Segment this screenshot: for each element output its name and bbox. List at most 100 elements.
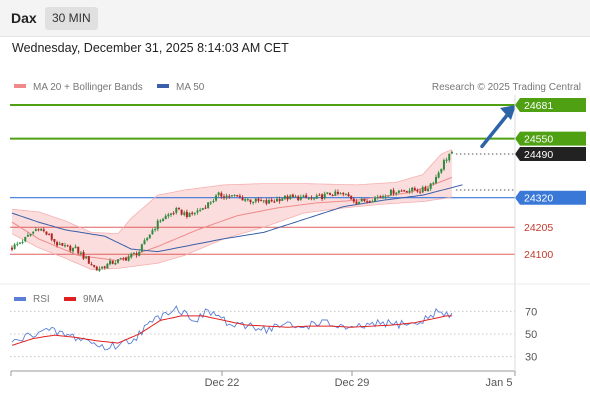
candle-body: [371, 201, 374, 203]
legend-label: MA 50: [176, 82, 205, 93]
candle-body: [294, 196, 297, 198]
candle-body: [326, 192, 329, 194]
candle-body: [188, 212, 191, 217]
candle-body: [122, 258, 125, 260]
candle-body: [18, 242, 21, 244]
candle-body: [448, 153, 451, 161]
candle-body: [368, 200, 371, 203]
target-arrow-head: [500, 105, 516, 121]
rsi-tick-label: 50: [525, 329, 537, 341]
candle-body: [127, 256, 130, 261]
candle-body: [98, 268, 101, 271]
ma50-line: [11, 184, 463, 253]
candle-body: [257, 198, 260, 201]
candle-body: [185, 211, 188, 218]
candle-body: [106, 263, 109, 269]
candle-body: [130, 253, 133, 258]
candle-body: [246, 199, 249, 201]
candle-body: [50, 233, 53, 240]
candle-body: [64, 245, 66, 247]
candle-body: [241, 197, 244, 201]
candle-body: [69, 245, 72, 251]
level-label: 24320: [524, 193, 553, 205]
level-label: 24490: [524, 149, 553, 161]
candle-body: [151, 230, 154, 235]
candle-body: [315, 195, 318, 199]
candle-body: [276, 198, 278, 202]
candle-body: [82, 252, 85, 259]
candle-body: [323, 193, 326, 199]
candle-body: [379, 196, 382, 198]
candle-body: [374, 197, 377, 202]
candle-body: [281, 198, 284, 201]
candle-body: [154, 228, 157, 230]
candle-body: [424, 187, 427, 191]
candle-body: [74, 246, 77, 249]
candle-body: [416, 190, 419, 192]
rsi-legend-swatch: [14, 297, 26, 301]
candle-body: [114, 262, 117, 265]
candle-body: [223, 196, 225, 198]
candle-body: [254, 198, 257, 202]
rsi-tick-label: 30: [525, 352, 537, 364]
candle-body: [400, 190, 403, 192]
x-tick-label: Dec 22: [205, 377, 240, 389]
candle-body: [350, 195, 353, 200]
candle-body: [77, 246, 80, 254]
candle-body: [61, 243, 64, 246]
candle-body: [355, 201, 358, 204]
candle-body: [278, 199, 281, 202]
candle-body: [445, 159, 448, 161]
candle-body: [432, 182, 435, 184]
level-label: 24550: [524, 134, 553, 146]
candle-body: [13, 244, 16, 249]
candle-body: [283, 195, 286, 199]
candle-body: [318, 194, 321, 196]
candle-body: [376, 197, 379, 199]
candle-body: [48, 234, 51, 236]
candle-body: [124, 257, 127, 261]
candle-body: [268, 200, 271, 204]
candle-body: [40, 228, 43, 231]
candle-body: [156, 220, 159, 230]
candle-body: [297, 196, 300, 201]
candle-body: [299, 196, 302, 200]
candle-body: [167, 214, 170, 217]
candle-body: [16, 243, 19, 245]
credit-label: Research © 2025 Trading Central: [432, 82, 581, 93]
candle-body: [395, 192, 398, 194]
candle-body: [215, 195, 218, 201]
candle-body: [56, 242, 59, 246]
candle-body: [427, 188, 430, 192]
level-label: 24205: [524, 222, 553, 234]
timeframe-badge[interactable]: 30 MIN: [45, 7, 98, 30]
candle-body: [164, 215, 167, 220]
candle-body: [217, 192, 220, 196]
x-tick-label: Jan 5: [486, 377, 513, 389]
candle-body: [117, 259, 119, 263]
candle-body: [352, 198, 355, 202]
candle-body: [387, 195, 390, 197]
level-tag-last: [515, 147, 586, 162]
candle-body: [411, 187, 414, 192]
candle-body: [212, 200, 215, 203]
candle-body: [209, 202, 212, 204]
candle-body: [302, 195, 305, 198]
candle-body: [450, 151, 453, 154]
candle-body: [204, 207, 207, 209]
level-tag-target: [515, 98, 586, 113]
candle-body: [207, 202, 210, 208]
candle-body: [21, 241, 24, 243]
level-label: 24681: [524, 100, 553, 112]
candle-body: [384, 196, 387, 198]
candle-body: [111, 260, 114, 264]
candle-body: [358, 201, 361, 205]
candle-body: [24, 236, 27, 242]
candle-body: [138, 251, 141, 256]
candle-body: [85, 256, 88, 259]
candle-body: [392, 190, 395, 194]
candle-body: [331, 195, 334, 197]
candle-body: [230, 195, 233, 197]
candle-body: [29, 234, 32, 236]
